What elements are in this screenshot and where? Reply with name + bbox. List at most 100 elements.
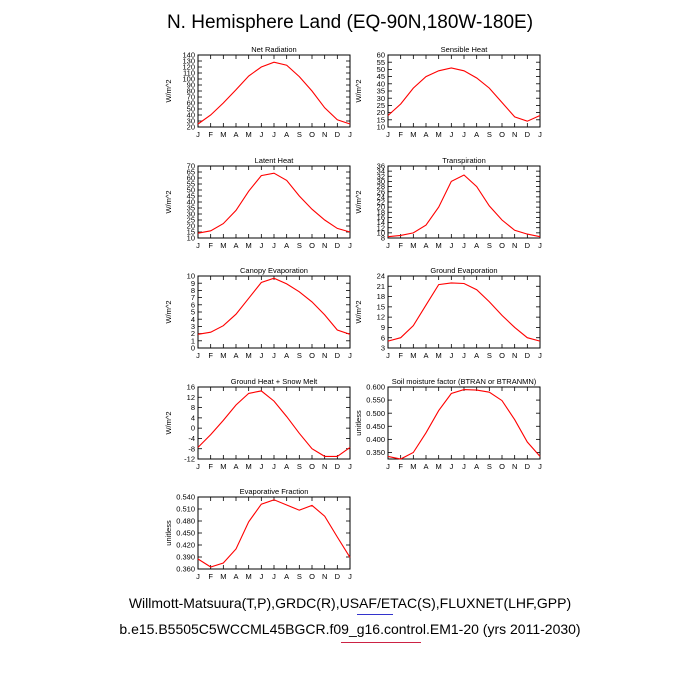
x-tick-label: O — [309, 241, 315, 250]
y-tick-label: 0.510 — [176, 505, 195, 514]
y-axis-label: W/m^2 — [164, 190, 173, 213]
footer-datasets: Willmott-Matsuura(T,P),GRDC(R),USAF/ETAC… — [128, 595, 572, 611]
x-tick-label: J — [449, 130, 453, 139]
x-tick-label: A — [284, 351, 289, 360]
series-line — [197, 277, 351, 335]
y-tick-label: 0.450 — [176, 529, 195, 538]
y-tick-label: 2 — [191, 329, 195, 338]
panel-title: Sensible Heat — [441, 45, 489, 54]
x-tick-label: M — [220, 130, 226, 139]
y-tick-label: 20 — [187, 123, 195, 132]
x-tick-label: S — [297, 351, 302, 360]
y-tick-label: 26 — [377, 187, 385, 196]
y-tick-label: 130 — [182, 57, 195, 66]
x-tick-label: F — [398, 241, 403, 250]
x-tick-label: M — [410, 462, 416, 471]
x-tick-label: J — [449, 241, 453, 250]
y-axis-label: W/m^2 — [354, 190, 363, 213]
x-tick-label: J — [386, 241, 390, 250]
y-tick-label: 0.350 — [366, 448, 385, 457]
x-tick-label: M — [246, 462, 252, 471]
y-tick-label: 24 — [377, 272, 385, 281]
y-tick-label: 140 — [182, 51, 195, 60]
y-tick-label: 30 — [377, 177, 385, 186]
x-tick-label: N — [322, 462, 327, 471]
y-tick-label: 50 — [377, 65, 385, 74]
y-tick-label: 110 — [183, 69, 195, 78]
y-tick-label: 6 — [191, 300, 195, 309]
x-tick-label: N — [322, 572, 327, 581]
y-tick-label: 8 — [381, 234, 385, 243]
x-tick-label: J — [196, 572, 200, 581]
x-tick-label: O — [499, 462, 505, 471]
x-tick-label: O — [499, 241, 505, 250]
y-tick-label: 25 — [377, 101, 385, 110]
y-tick-label: 0.450 — [366, 422, 385, 431]
y-axis-label: W/m^2 — [164, 79, 173, 102]
series-line — [387, 282, 541, 342]
x-tick-label: N — [322, 351, 327, 360]
x-tick-label: D — [335, 130, 341, 139]
x-tick-label: A — [423, 241, 428, 250]
y-tick-label: 40 — [377, 79, 385, 88]
y-tick-label: 9 — [381, 323, 385, 332]
x-tick-label: D — [335, 462, 341, 471]
panel-title: Canopy Evaporation — [240, 266, 308, 275]
y-tick-label: 5 — [191, 308, 195, 317]
y-tick-label: 40 — [187, 111, 195, 120]
panel-3: TranspirationW/m^28101214161820222426283… — [354, 156, 542, 250]
plot-frame — [197, 275, 351, 349]
series-line — [387, 174, 541, 238]
y-tick-label: -4 — [188, 434, 195, 443]
y-tick-label: 0.420 — [176, 541, 195, 550]
y-tick-label: 15 — [377, 302, 385, 311]
y-tick-label: 15 — [187, 228, 195, 237]
x-tick-label: M — [220, 241, 226, 250]
x-tick-label: F — [398, 351, 403, 360]
x-tick-label: O — [499, 351, 505, 360]
x-tick-label: S — [297, 130, 302, 139]
y-tick-label: 18 — [377, 292, 385, 301]
y-tick-label: 80 — [187, 87, 195, 96]
y-tick-label: 32 — [377, 172, 385, 181]
y-tick-label: 120 — [182, 63, 195, 72]
x-tick-label: D — [335, 351, 341, 360]
y-tick-label: 12 — [377, 223, 385, 232]
x-tick-label: J — [259, 572, 263, 581]
x-tick-label: M — [246, 351, 252, 360]
x-tick-label: M — [410, 130, 416, 139]
y-tick-label: 16 — [377, 213, 385, 222]
x-tick-label: J — [449, 462, 453, 471]
x-tick-label: D — [525, 351, 531, 360]
y-tick-label: 24 — [377, 192, 385, 201]
y-tick-label: 30 — [377, 94, 385, 103]
y-tick-label: 70 — [187, 162, 195, 171]
x-tick-label: J — [348, 130, 352, 139]
series-line — [197, 390, 351, 457]
x-tick-label: A — [284, 241, 289, 250]
panel-title: Evaporative Fraction — [240, 487, 309, 496]
x-tick-label: J — [538, 351, 542, 360]
x-tick-label: D — [525, 241, 531, 250]
y-tick-label: 10 — [377, 123, 385, 132]
x-tick-label: F — [398, 130, 403, 139]
panel-title: Ground Heat + Snow Melt — [231, 377, 318, 386]
x-tick-label: J — [348, 241, 352, 250]
y-tick-label: 22 — [377, 198, 385, 207]
x-tick-label: J — [272, 351, 276, 360]
y-tick-label: 14 — [377, 218, 385, 227]
x-tick-label: J — [348, 462, 352, 471]
x-tick-label: A — [233, 351, 238, 360]
x-tick-label: J — [462, 130, 466, 139]
x-tick-label: A — [233, 130, 238, 139]
y-tick-label: 36 — [377, 162, 385, 171]
x-tick-label: N — [512, 351, 517, 360]
y-tick-label: 0 — [191, 344, 195, 353]
y-tick-label: 30 — [187, 117, 195, 126]
y-tick-label: 55 — [187, 180, 195, 189]
x-tick-label: O — [309, 351, 315, 360]
y-tick-label: 4 — [191, 413, 195, 422]
y-tick-label: 3 — [191, 322, 195, 331]
panel-title: Net Radiation — [251, 45, 296, 54]
